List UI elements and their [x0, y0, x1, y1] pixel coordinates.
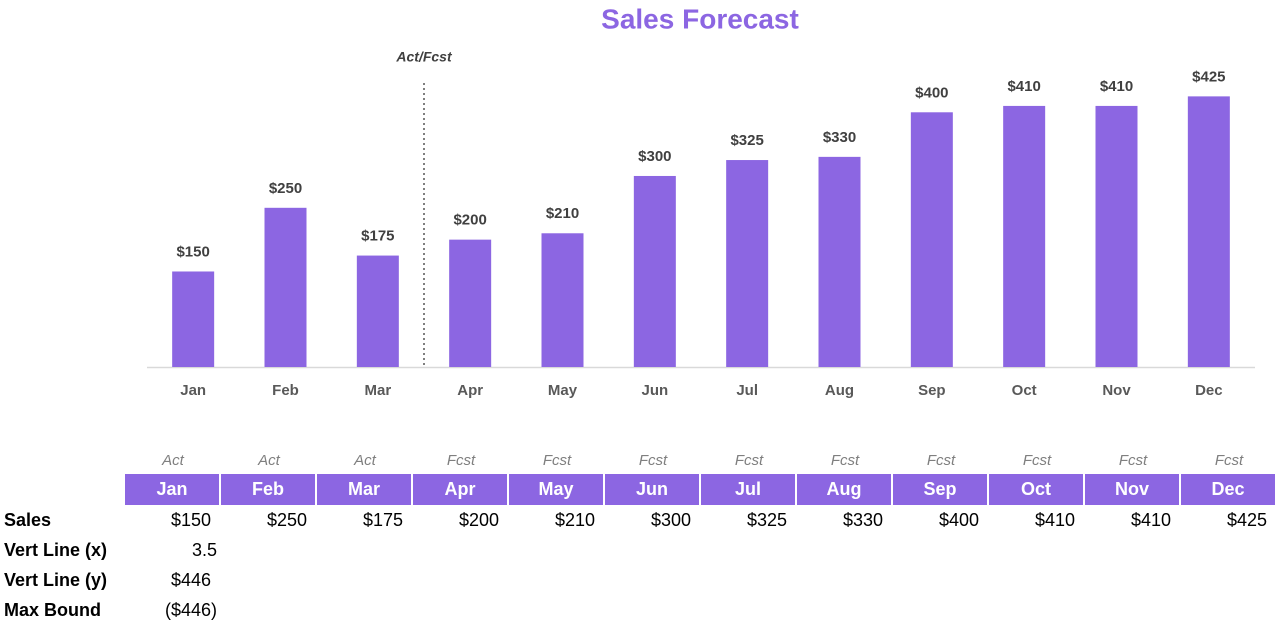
bar	[264, 207, 307, 367]
x-tick-label: Mar	[364, 382, 391, 399]
cell-value: $175	[362, 510, 403, 530]
month-header: Jan	[125, 474, 219, 505]
cell-value: $330	[842, 510, 883, 530]
cell-value: $400	[938, 510, 979, 530]
bar	[726, 160, 769, 367]
data-label: $175	[361, 228, 394, 245]
month-header: Feb	[221, 474, 315, 505]
phase-label: Act	[354, 452, 376, 469]
data-label: $330	[823, 129, 856, 146]
cell-value: $210	[554, 510, 595, 530]
x-tick-label: Dec	[1195, 382, 1223, 399]
x-tick-label: Jul	[736, 382, 758, 399]
phase-label: Fcst	[1214, 452, 1244, 469]
x-tick-label: Sep	[918, 382, 946, 399]
cell-value: $325	[746, 510, 787, 530]
month-header: Sep	[893, 474, 987, 505]
cell-value: $150	[170, 510, 211, 530]
chart-title: Sales Forecast	[601, 3, 799, 34]
bar	[541, 233, 584, 367]
x-tick-label: Apr	[457, 382, 483, 399]
row-label: Vert Line (x)	[4, 540, 108, 560]
phase-label: Fcst	[734, 452, 764, 469]
bar	[1187, 96, 1230, 368]
x-tick-label: May	[548, 382, 578, 399]
data-label: $410	[1007, 78, 1040, 95]
phase-label: Fcst	[446, 452, 476, 469]
data-label: $325	[730, 132, 763, 149]
month-header: Apr	[413, 474, 507, 505]
data-label: $250	[269, 180, 302, 197]
bar	[449, 239, 492, 367]
row-label: Sales	[4, 510, 52, 530]
month-header: Dec	[1181, 474, 1275, 505]
data-label: $300	[638, 148, 671, 165]
x-tick-label: Oct	[1012, 382, 1037, 399]
phase-label: Act	[258, 452, 280, 469]
x-tick-label: Jun	[641, 382, 668, 399]
data-label: $425	[1192, 68, 1225, 85]
data-label: $410	[1100, 78, 1133, 95]
phase-label: Fcst	[542, 452, 572, 469]
month-header: Aug	[797, 474, 891, 505]
month-header: May	[509, 474, 603, 505]
phase-label: Fcst	[1022, 452, 1052, 469]
x-tick-label: Jan	[180, 382, 206, 399]
data-label: $200	[453, 212, 486, 229]
x-tick-label: Feb	[272, 382, 299, 399]
data-label: $400	[915, 84, 948, 101]
bar	[356, 255, 399, 367]
cell-value: $250	[266, 510, 307, 530]
bar	[1003, 105, 1046, 367]
bar	[633, 175, 676, 367]
phase-label: Fcst	[1118, 452, 1148, 469]
bar	[1095, 105, 1138, 367]
month-header: Nov	[1085, 474, 1179, 505]
cell-value: $410	[1130, 510, 1171, 530]
bar	[910, 112, 953, 368]
bar	[172, 271, 215, 367]
phase-label: Fcst	[638, 452, 668, 469]
x-tick-label: Aug	[825, 382, 854, 399]
row-label: Vert Line (y)	[4, 570, 108, 590]
cell-value: 3.5	[191, 540, 217, 560]
cell-value: $446	[170, 570, 211, 590]
cell-value: ($446)	[164, 600, 217, 620]
month-header: Jun	[605, 474, 699, 505]
x-tick-label: Nov	[1102, 382, 1131, 399]
phase-label: Act	[162, 452, 184, 469]
cell-value: $300	[650, 510, 691, 530]
cell-value: $425	[1226, 510, 1267, 530]
data-label: $210	[546, 205, 579, 222]
row-label: Max Bound	[4, 600, 101, 620]
bar	[818, 156, 861, 367]
cell-value: $410	[1034, 510, 1075, 530]
month-header: Mar	[317, 474, 411, 505]
month-header: Jul	[701, 474, 795, 505]
cell-value: $200	[458, 510, 499, 530]
divider-label: Act/Fcst	[395, 49, 453, 65]
data-label: $150	[176, 243, 209, 260]
chart: Sales Forecast Jan $150 Feb $250 Mar $175 Apr $…	[147, 3, 1255, 399]
month-header: Oct	[989, 474, 1083, 505]
phase-label: Fcst	[830, 452, 860, 469]
phase-label: Fcst	[926, 452, 956, 469]
